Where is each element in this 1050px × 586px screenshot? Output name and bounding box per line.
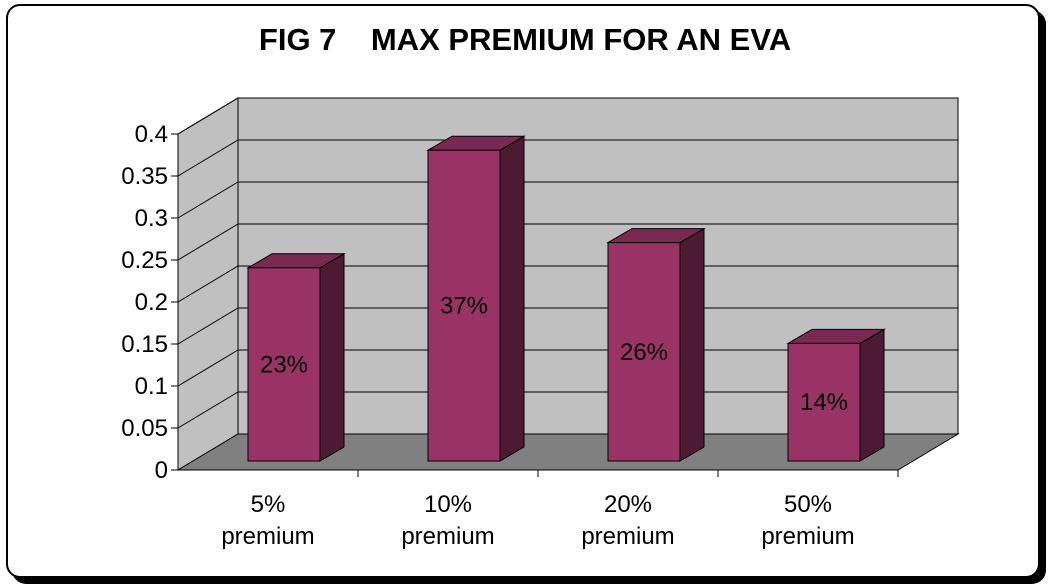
- bar-side: [499, 135, 525, 462]
- bar-side: [679, 227, 705, 462]
- bar: [787, 342, 861, 462]
- data-label: 26%: [620, 339, 668, 366]
- gridlines: [177, 97, 958, 429]
- gridline: [177, 181, 958, 219]
- category-label: 50%: [784, 491, 832, 518]
- y-tick-label: 0.25: [121, 247, 168, 274]
- gridline: [177, 97, 958, 135]
- gridline: [177, 265, 958, 303]
- gridline: [177, 307, 958, 345]
- chart-title: FIG 7 MAX PREMIUM FOR AN EVA: [258, 22, 792, 57]
- gridline: [177, 223, 958, 261]
- y-tick-label: 0.05: [121, 415, 168, 442]
- bar-side: [319, 252, 345, 462]
- y-tick-label: 0.3: [135, 205, 168, 232]
- gridline: [177, 349, 958, 387]
- bar: [607, 242, 681, 462]
- y-tick-label: 0.4: [135, 121, 168, 148]
- data-label: 14%: [800, 389, 848, 416]
- data-label: 23%: [260, 351, 308, 378]
- y-tick-label: 0.15: [121, 331, 168, 358]
- category-label: premium: [581, 523, 674, 550]
- category-label: premium: [221, 523, 314, 550]
- axes: 0 0.05 0.1 0.15 0.2 0.25 0.3 0.35 0.4 5% premium 10…: [121, 121, 899, 550]
- category-label: 10%: [424, 491, 472, 518]
- gridline: [177, 139, 958, 177]
- category-label: premium: [401, 523, 494, 550]
- y-tick-label: 0.2: [135, 289, 168, 316]
- category-label: 5%: [251, 491, 286, 518]
- category-label: premium: [761, 523, 854, 550]
- y-tick-label: 0.1: [135, 373, 168, 400]
- gridline: [177, 391, 958, 429]
- y-tick-label: 0: [155, 457, 168, 484]
- category-label: 20%: [604, 491, 652, 518]
- bar: [247, 267, 321, 462]
- data-label: 37%: [440, 293, 488, 320]
- y-tick-label: 0.35: [121, 163, 168, 190]
- bar: [427, 149, 501, 462]
- bar-side: [859, 328, 885, 462]
- bars: 23% 37% 26% 14%: [246, 135, 886, 462]
